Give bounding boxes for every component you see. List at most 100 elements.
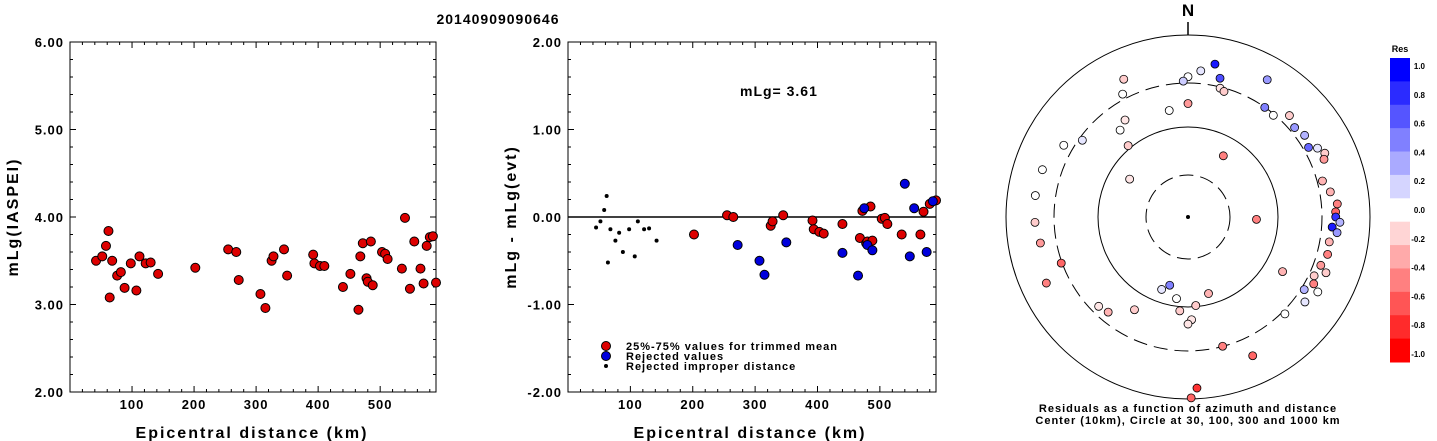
left-x-tick-label: 200: [182, 397, 207, 412]
data-point: [608, 227, 613, 232]
residual-point: [1035, 238, 1045, 248]
data-point: [759, 269, 770, 280]
residual-point: [1316, 260, 1326, 270]
data-point: [107, 255, 118, 266]
colorbar-label: -1.0: [1411, 350, 1425, 359]
data-point: [602, 208, 607, 212]
center-point: [1186, 215, 1190, 219]
data-point: [859, 203, 870, 214]
left-x-tick-label: 300: [244, 397, 269, 412]
residual-point: [1252, 214, 1261, 224]
colorbar-label: 0.4: [1414, 148, 1426, 157]
data-point: [728, 212, 739, 222]
residual-point: [1196, 66, 1206, 76]
middle-y-tick-label: 1.00: [533, 123, 562, 138]
data-point: [345, 268, 356, 279]
colorbar-swatch: [1390, 151, 1410, 176]
data-point: [867, 245, 878, 256]
residual-point: [1285, 111, 1294, 120]
north-label: N: [1182, 1, 1194, 20]
data-point: [837, 219, 848, 229]
residual-point: [1030, 191, 1040, 200]
residual-point: [1290, 123, 1300, 132]
colorbar-label: 0.6: [1414, 120, 1426, 129]
data-point: [233, 275, 244, 285]
residual-point: [1130, 305, 1139, 315]
data-point: [409, 236, 420, 247]
data-point: [337, 282, 348, 292]
colorbar-swatch: [1390, 338, 1410, 363]
residual-point: [1278, 267, 1287, 277]
figure-title: 20140909090646: [436, 11, 559, 27]
residual-point: [1172, 294, 1181, 304]
residual-point: [1077, 135, 1087, 145]
residual-point: [1215, 73, 1225, 83]
data-point: [781, 237, 792, 248]
left-y-tick-label: 4.00: [35, 210, 64, 225]
data-point: [103, 226, 114, 236]
left-axes-frame: [69, 41, 437, 393]
data-point: [367, 280, 378, 291]
data-point: [642, 227, 647, 232]
data-point: [145, 257, 156, 268]
residual-point: [1300, 297, 1310, 307]
data-point: [119, 282, 130, 293]
middle-y-tick-label: 2.00: [533, 35, 562, 50]
middle-x-tick-label: 300: [743, 397, 768, 412]
data-point: [688, 229, 699, 240]
colorbar-swatch: [1390, 291, 1410, 316]
data-point: [635, 219, 640, 224]
left-y-tick-label: 6.00: [35, 35, 64, 50]
residual-point: [1268, 110, 1278, 120]
left-y-tick-label: 5.00: [35, 123, 64, 138]
colorbar-swatch: [1390, 174, 1410, 199]
middle-x-tick-label: 200: [680, 397, 705, 412]
data-point: [415, 263, 426, 274]
data-point: [915, 229, 926, 240]
distance-ring: [1145, 174, 1231, 260]
colorbar-swatch: [1390, 315, 1410, 340]
legend-marker-rejected: [601, 351, 611, 361]
data-point: [882, 219, 893, 229]
residual-point: [1118, 89, 1128, 99]
legend-marker-trimmed-mean: [601, 341, 611, 351]
data-point: [617, 230, 622, 235]
residual-point: [1262, 75, 1272, 85]
data-point: [279, 244, 290, 255]
colorbar-swatch: [1390, 104, 1410, 129]
middle-y-tick-label: -2.00: [527, 385, 562, 400]
left-plot-area: 2.00 3.00 4.00 5.00 6.00 100 200 300 400 500: [35, 35, 441, 412]
residual-point: [1304, 143, 1313, 152]
colorbar-swatch: [1390, 128, 1410, 153]
residual-point: [1125, 174, 1135, 184]
data-point: [355, 251, 366, 262]
colorbar-label: -0.2: [1411, 235, 1425, 244]
residual-point: [1115, 125, 1125, 135]
distance-ring: [1053, 82, 1323, 352]
residual-point: [1204, 289, 1213, 298]
colorbar-label: -0.4: [1411, 264, 1425, 273]
data-point: [282, 270, 293, 281]
data-point: [807, 215, 818, 226]
left-panel: 2.00 3.00 4.00 5.00 6.00 100 200 300 400 500 mLg(…: [5, 35, 441, 441]
colorbar-swatch: [1390, 81, 1410, 106]
residual-point: [1059, 140, 1069, 150]
residual-point: [1309, 271, 1319, 281]
colorbar-label: -0.8: [1411, 321, 1425, 330]
residual-point: [1191, 301, 1201, 310]
middle-y-tick-label: 0.00: [533, 210, 562, 225]
colorbar-label: 0.8: [1414, 91, 1426, 100]
residual-point: [1327, 222, 1337, 232]
colorbar-swatch: [1390, 221, 1410, 246]
data-point: [778, 210, 789, 221]
data-point: [594, 225, 599, 230]
data-point: [767, 216, 778, 227]
data-point: [927, 196, 938, 207]
data-point: [115, 267, 126, 278]
middle-plot-area: -2.00 -1.00 0.00 1.00 2.00 100 200 300 400 500: [527, 35, 941, 412]
data-point: [921, 247, 932, 257]
data-point: [134, 251, 145, 262]
data-point: [431, 277, 441, 288]
residual-point: [1183, 319, 1193, 329]
data-point: [231, 247, 242, 257]
